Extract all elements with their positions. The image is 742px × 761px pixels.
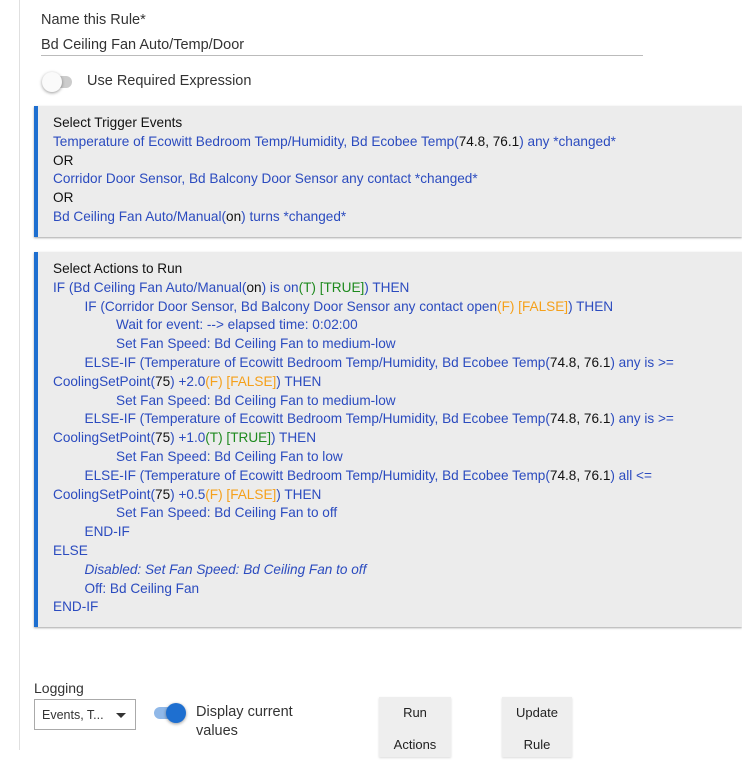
- line-segment: OR: [53, 190, 74, 206]
- rule-name-input[interactable]: [41, 35, 643, 56]
- button-label-line: Rule: [523, 737, 551, 752]
- logging-selected-value: Events, T...: [42, 708, 104, 722]
- logging-select[interactable]: Events, T...: [34, 699, 136, 730]
- line-segment: ELSE-IF (Temperature of Ecowitt Bedroom …: [84, 411, 550, 427]
- line-segment: ) THEN: [568, 298, 614, 314]
- action-line[interactable]: ELSE-IF (Temperature of Ecowitt Bedroom …: [53, 467, 742, 486]
- line-segment: ELSE: [53, 542, 88, 558]
- line-segment: 75: [155, 430, 171, 446]
- action-line[interactable]: Wait for event: --> elapsed time: 0:02:0…: [53, 316, 742, 335]
- line-segment: (F) [FALSE]: [205, 486, 277, 502]
- line-segment: 74.8, 76.1: [549, 467, 611, 483]
- line-segment: Corridor Door Sensor, Bd Balcony Door Se…: [53, 171, 478, 187]
- action-line[interactable]: ELSE-IF (Temperature of Ecowitt Bedroom …: [53, 354, 742, 373]
- line-segment: ) any is >=: [610, 411, 674, 427]
- trigger-events-section[interactable]: Select Trigger Events Temperature of Eco…: [34, 106, 742, 237]
- line-segment: OR: [53, 152, 74, 168]
- action-line[interactable]: END-IF: [53, 523, 742, 542]
- line-segment: ELSE-IF (Temperature of Ecowitt Bedroom …: [84, 467, 550, 483]
- required-expression-label: Use Required Expression: [87, 73, 252, 89]
- line-segment: ) THEN: [270, 430, 317, 446]
- run-actions-button[interactable]: Run Actions: [379, 697, 451, 757]
- line-segment: ELSE-IF (Temperature of Ecowitt Bedroom …: [84, 354, 550, 370]
- line-segment: ) turns *changed*: [241, 208, 347, 224]
- action-line[interactable]: CoolingSetPoint(75) +2.0(F) [FALSE]) THE…: [53, 373, 742, 392]
- line-segment: CoolingSetPoint(: [53, 486, 156, 502]
- line-segment: ) THEN: [276, 373, 322, 389]
- required-expression-toggle[interactable]: [42, 72, 74, 92]
- button-label-line: Actions: [393, 737, 437, 752]
- rule-name-label: Name this Rule*: [41, 12, 146, 28]
- line-segment: IF (Corridor Door Sensor, Bd Balcony Doo…: [84, 298, 498, 314]
- display-current-values-label: Display current values: [196, 704, 293, 739]
- line-segment: (F) [FALSE]: [497, 298, 569, 314]
- action-line[interactable]: ELSE-IF (Temperature of Ecowitt Bedroom …: [53, 410, 742, 429]
- action-line[interactable]: Set Fan Speed: Bd Ceiling Fan to medium-…: [53, 335, 742, 354]
- line-segment: ) is on: [261, 279, 299, 295]
- line-segment: CoolingSetPoint(: [53, 430, 156, 446]
- action-line[interactable]: Off: Bd Ceiling Fan: [53, 580, 742, 599]
- dropdown-arrow-icon: [116, 713, 126, 718]
- line-segment: CoolingSetPoint(: [53, 373, 156, 389]
- display-current-values-toggle[interactable]: [152, 703, 186, 723]
- trigger-events-title: Select Trigger Events: [53, 115, 183, 130]
- trigger-line[interactable]: Bd Ceiling Fan Auto/Manual(on) turns *ch…: [53, 208, 742, 227]
- action-line[interactable]: IF (Corridor Door Sensor, Bd Balcony Doo…: [53, 298, 742, 317]
- line-segment: END-IF: [84, 524, 130, 540]
- line-segment: IF (Bd Ceiling Fan Auto/Manual(: [53, 279, 247, 295]
- line-segment: on: [246, 279, 262, 295]
- line-segment: ) +0.5: [170, 486, 206, 502]
- trigger-line[interactable]: OR: [53, 189, 742, 208]
- action-line[interactable]: IF (Bd Ceiling Fan Auto/Manual(on) is on…: [53, 279, 742, 298]
- action-line[interactable]: CoolingSetPoint(75) +0.5(F) [FALSE]) THE…: [53, 486, 742, 505]
- line-segment: Wait for event: --> elapsed time: 0:02:0…: [116, 317, 358, 333]
- trigger-list: Temperature of Ecowitt Bedroom Temp/Humi…: [53, 133, 742, 227]
- action-line[interactable]: Set Fan Speed: Bd Ceiling Fan to low: [53, 448, 742, 467]
- action-line[interactable]: Set Fan Speed: Bd Ceiling Fan to off: [53, 504, 742, 523]
- trigger-line[interactable]: Temperature of Ecowitt Bedroom Temp/Humi…: [53, 133, 742, 152]
- actions-section[interactable]: Select Actions to Run IF (Bd Ceiling Fan…: [34, 252, 742, 627]
- action-line[interactable]: Set Fan Speed: Bd Ceiling Fan to medium-…: [53, 392, 742, 411]
- logging-label: Logging: [34, 680, 84, 696]
- line-segment: ) all <=: [610, 467, 652, 483]
- line-segment: Set Fan Speed: Bd Ceiling Fan to off: [116, 505, 338, 521]
- line-segment: 74.8, 76.1: [549, 411, 611, 427]
- line-segment: 74.8, 76.1: [549, 354, 611, 370]
- action-line[interactable]: END-IF: [53, 598, 742, 617]
- line-segment: Set Fan Speed: Bd Ceiling Fan to low: [116, 448, 343, 464]
- line-segment: 74.8, 76.1: [458, 133, 520, 149]
- line-segment: ) THEN: [276, 486, 322, 502]
- action-line[interactable]: ELSE: [53, 542, 742, 561]
- line-segment: Set Fan Speed: Bd Ceiling Fan to medium-…: [116, 392, 396, 408]
- toggle-knob: [42, 72, 62, 92]
- line-segment: (T) [TRUE]: [298, 279, 365, 295]
- line-segment: 75: [155, 486, 171, 502]
- line-segment: ) THEN: [364, 279, 410, 295]
- line-segment: ) any *changed*: [519, 133, 616, 149]
- button-label-line: Run: [403, 705, 427, 720]
- page-divider: [19, 0, 20, 750]
- trigger-line[interactable]: OR: [53, 152, 742, 171]
- line-segment: Temperature of Ecowitt Bedroom Temp/Humi…: [53, 133, 459, 149]
- line-segment: (F) [FALSE]: [205, 373, 277, 389]
- action-line[interactable]: CoolingSetPoint(75) +1.0(T) [TRUE]) THEN: [53, 429, 742, 448]
- button-label-line: Update: [516, 705, 558, 720]
- line-segment: (T) [TRUE]: [205, 430, 271, 446]
- actions-list: IF (Bd Ceiling Fan Auto/Manual(on) is on…: [53, 279, 742, 617]
- line-segment: ) +2.0: [170, 373, 206, 389]
- toggle-knob: [166, 703, 186, 723]
- line-segment: on: [226, 208, 242, 224]
- line-segment: 75: [155, 373, 171, 389]
- update-rule-button[interactable]: Update Rule: [502, 697, 572, 757]
- line-segment: ) +1.0: [170, 430, 206, 446]
- actions-title: Select Actions to Run: [53, 261, 183, 276]
- action-line[interactable]: Disabled: Set Fan Speed: Bd Ceiling Fan …: [53, 561, 742, 580]
- line-segment: Set Fan Speed: Bd Ceiling Fan to medium-…: [116, 336, 396, 352]
- trigger-line[interactable]: Corridor Door Sensor, Bd Balcony Door Se…: [53, 170, 742, 189]
- line-segment: Bd Ceiling Fan Auto/Manual(: [53, 208, 227, 224]
- line-segment: END-IF: [53, 599, 99, 615]
- line-segment: Disabled: Set Fan Speed: Bd Ceiling Fan …: [84, 561, 367, 577]
- line-segment: Off: Bd Ceiling Fan: [84, 580, 200, 596]
- line-segment: ) any is >=: [610, 354, 674, 370]
